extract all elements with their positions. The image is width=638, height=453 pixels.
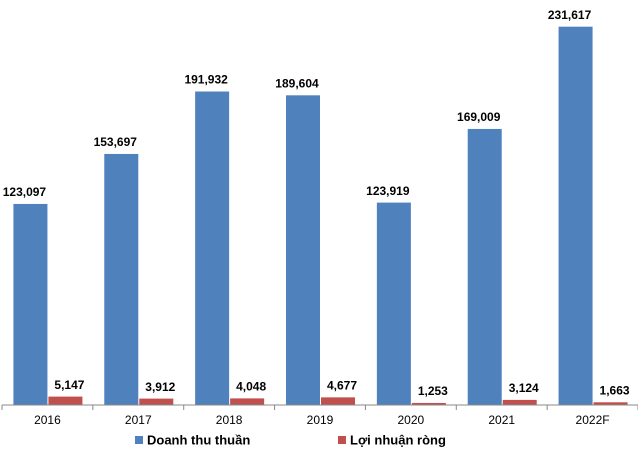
bar [139,398,174,405]
value-label: 169,009 [457,110,501,124]
bar [467,128,502,405]
bar [558,26,593,406]
bar [13,203,48,405]
legend-label: Doanh thu thuần [147,432,250,447]
bar [502,399,537,405]
value-label: 231,617 [548,8,592,22]
x-tick-label: 2016 [34,413,61,427]
value-label: 189,604 [275,76,319,90]
value-label: 191,932 [184,73,228,87]
x-tick-label: 2020 [398,413,425,427]
bar [104,153,139,405]
bar [321,397,355,405]
value-label: 1,253 [418,384,448,398]
bar [411,402,446,405]
bar [376,202,411,405]
bar [195,91,230,405]
value-label: 3,124 [509,381,539,395]
x-tick-label: 2022F [576,413,610,427]
x-tick-label: 2021 [488,413,515,427]
value-label: 4,048 [236,380,266,394]
legend-label: Lợi nhuận ròng [350,432,446,447]
bar [230,398,265,405]
x-tick-label: 2017 [125,413,152,427]
legend-swatch [135,436,143,444]
value-label: 5,147 [54,378,84,392]
bar [286,95,320,405]
value-label: 3,912 [145,380,175,394]
legend-swatch [338,436,346,444]
bar [48,396,83,405]
bar [593,402,628,405]
value-label: 123,919 [366,184,410,198]
value-label: 123,097 [3,185,47,199]
value-label: 1,663 [600,383,630,397]
value-label: 4,677 [327,379,357,393]
x-tick-label: 2019 [307,413,334,427]
value-label: 153,697 [94,135,138,149]
x-tick-label: 2018 [216,413,243,427]
